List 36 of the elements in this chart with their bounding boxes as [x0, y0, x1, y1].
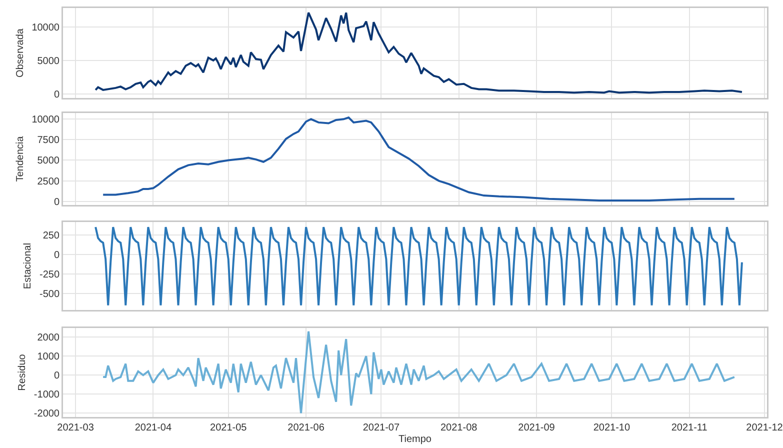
x-tick-label: 2021-06 — [288, 422, 325, 434]
y-axis-title: Estacional — [22, 242, 34, 290]
y-tick-label: 250 — [42, 230, 60, 242]
line-series — [102, 330, 736, 414]
y-tick-label: 5000 — [37, 56, 60, 67]
y-tick-label: 1000 — [37, 352, 60, 363]
y-axis-title: Observada — [14, 28, 26, 78]
y-tick-label: 7500 — [37, 135, 60, 146]
y-tick-label: -250 — [39, 270, 60, 281]
x-tick-label: 2021-07 — [362, 422, 400, 434]
y-tick-label: 2000 — [37, 332, 60, 344]
x-tick-label: 2021-08 — [440, 422, 478, 434]
y-tick-label: 10000 — [32, 22, 60, 34]
y-tick-label: 0 — [54, 370, 60, 382]
y-tick-label: 0 — [54, 196, 60, 208]
line-series — [94, 12, 743, 94]
y-tick-label: -1000 — [34, 390, 60, 401]
y-tick-label: 0 — [54, 250, 60, 261]
y-tick-label: 2500 — [37, 176, 60, 188]
x-tick-label: 2021-11 — [671, 422, 708, 434]
x-tick-label: 2021-03 — [57, 422, 94, 434]
y-axis-title: Tendencia — [14, 136, 26, 182]
x-tick-label: 2021-04 — [134, 422, 172, 434]
y-tick-label: -500 — [39, 289, 60, 300]
y-tick-label: 5000 — [37, 156, 60, 167]
y-tick-label: 10000 — [32, 114, 60, 126]
x-tick-label: 2021-12 — [746, 422, 783, 434]
x-axis-title: Tiempo — [398, 434, 432, 445]
y-tick-label: 0 — [54, 89, 60, 100]
x-tick-label: 2021-05 — [210, 422, 248, 434]
y-axis-title: Residuo — [17, 354, 28, 391]
x-tick-label: 2021-09 — [518, 422, 556, 434]
line-series — [94, 226, 743, 306]
x-tick-label: 2021-10 — [593, 422, 630, 434]
y-tick-label: -2000 — [34, 408, 60, 420]
line-series — [102, 116, 736, 202]
